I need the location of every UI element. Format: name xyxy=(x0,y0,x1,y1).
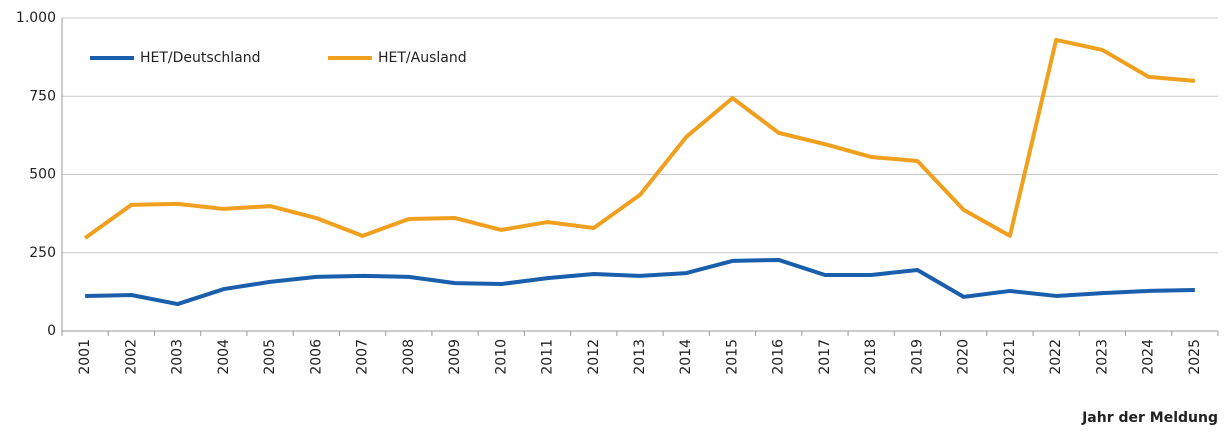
x-tick-label: 2007 xyxy=(355,339,371,375)
y-tick-label: 1.000 xyxy=(16,10,56,26)
x-tick-label: 2013 xyxy=(632,339,648,375)
x-tick-label: 2023 xyxy=(1094,339,1110,375)
y-tick-label: 500 xyxy=(29,167,56,183)
x-tick-label: 2025 xyxy=(1187,339,1203,375)
x-tick-label: 2016 xyxy=(771,339,787,375)
x-axis-title: Jahr der Meldung xyxy=(1081,410,1218,426)
y-tick-label: 750 xyxy=(29,88,56,104)
x-tick-label: 2011 xyxy=(540,339,556,375)
x-tick-label: 2018 xyxy=(863,339,879,375)
x-tick-label: 2015 xyxy=(724,339,740,375)
x-tick-label: 2022 xyxy=(1048,339,1064,375)
x-tick-label: 2021 xyxy=(1002,339,1018,375)
series-line xyxy=(83,37,1196,240)
series-line xyxy=(85,257,1195,307)
x-tick-label: 2012 xyxy=(586,339,602,375)
y-tick-label: 0 xyxy=(47,323,56,339)
x-tick-label: 2017 xyxy=(817,339,833,375)
x-tick-label: 2010 xyxy=(493,339,509,375)
x-tick-label: 2002 xyxy=(123,339,139,375)
x-tick-label: 2001 xyxy=(77,339,93,375)
x-tick-label: 2019 xyxy=(909,339,925,375)
legend-label: HET/Deutschland xyxy=(140,50,261,66)
x-tick-label: 2006 xyxy=(308,339,324,375)
legend-label: HET/Ausland xyxy=(378,50,467,66)
x-tick-label: 2004 xyxy=(216,339,232,375)
y-tick-label: 250 xyxy=(29,245,56,261)
x-tick-label: 2008 xyxy=(401,339,417,375)
x-tick-label: 2014 xyxy=(678,339,694,375)
x-tick-label: 2009 xyxy=(447,339,463,375)
x-tick-label: 2003 xyxy=(170,339,186,375)
x-tick-label: 2020 xyxy=(956,339,972,375)
x-tick-label: 2024 xyxy=(1141,339,1157,375)
x-tick-label: 2005 xyxy=(262,339,278,375)
